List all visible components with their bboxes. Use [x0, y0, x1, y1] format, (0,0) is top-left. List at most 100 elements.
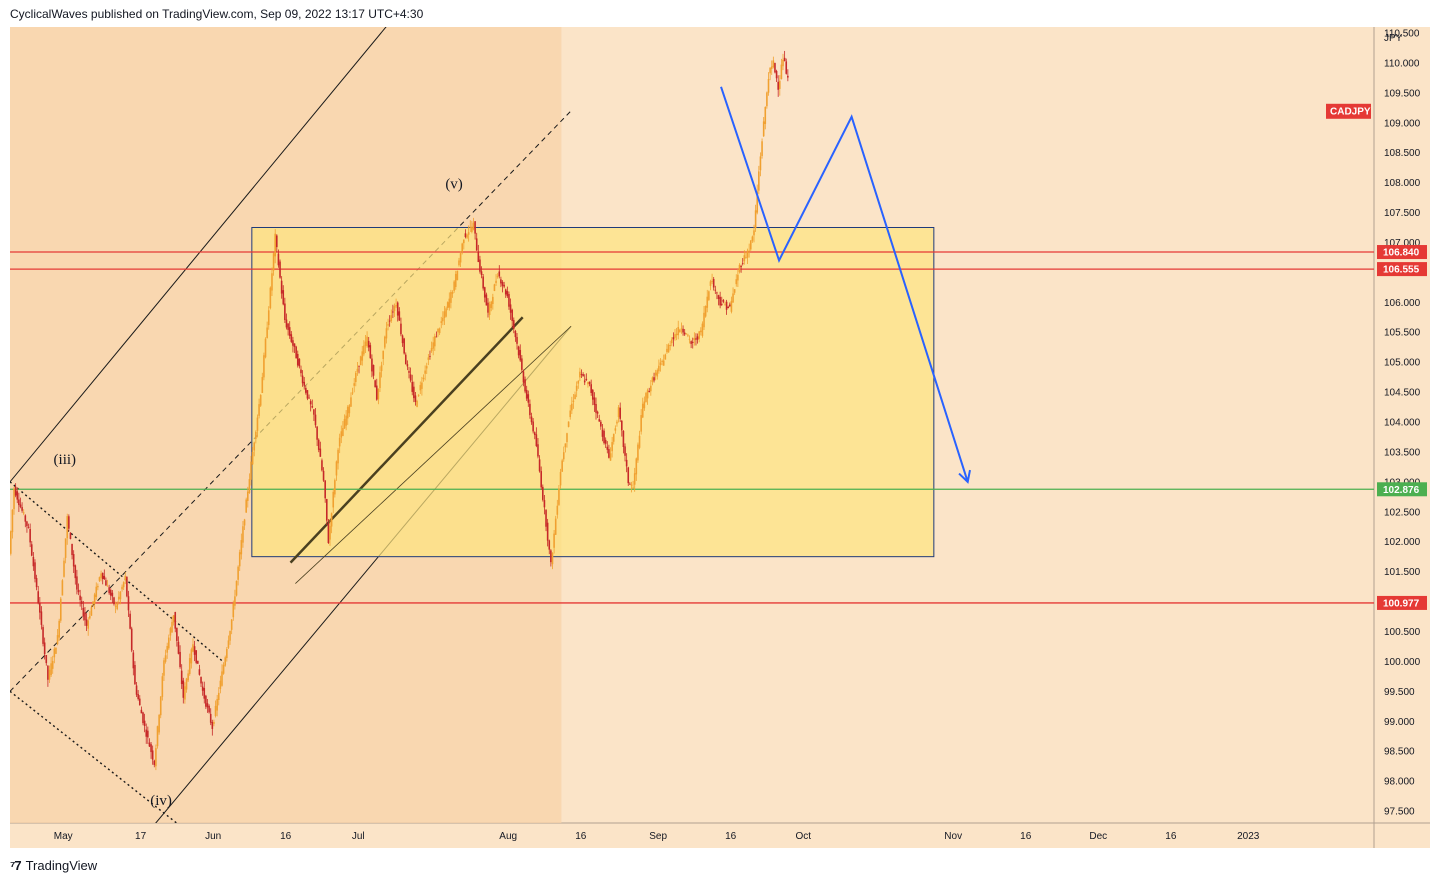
- candle-body-100: [171, 621, 173, 633]
- candle-body-232: [384, 336, 386, 348]
- candle-body-280: [461, 243, 464, 252]
- candle-body-67: [118, 596, 120, 600]
- symbol-tag[interactable]: [1326, 103, 1371, 119]
- footer-brand[interactable]: ⁷7 TradingView: [10, 858, 97, 873]
- candle-body-98: [167, 637, 170, 649]
- x-tick-11: 16: [1020, 831, 1032, 842]
- channel-upper-line[interactable]: [10, 0, 445, 483]
- candle-body-137: [230, 619, 233, 630]
- candle-body-343: [562, 452, 565, 460]
- x-tick-1: 17: [135, 831, 147, 842]
- candle-body-29: [56, 635, 59, 645]
- candle-body-394: [645, 393, 647, 402]
- candle-body-304: [500, 279, 502, 284]
- candle-body-215: [356, 368, 359, 372]
- candle-body-191: [317, 439, 320, 450]
- candle-body-453: [740, 265, 742, 268]
- candle-body-163: [272, 253, 275, 271]
- candle-body-351: [575, 385, 578, 391]
- candle-body-113: [192, 644, 194, 652]
- candle-body-284: [467, 232, 470, 235]
- candle-body-61: [108, 587, 110, 594]
- candle-body-276: [454, 273, 457, 287]
- candle-body-252: [416, 401, 418, 407]
- wave-label-0[interactable]: (iii): [54, 452, 77, 468]
- candle-body-195: [324, 480, 326, 499]
- candle-body-245: [404, 354, 407, 365]
- price-level-tag-0[interactable]: [1377, 245, 1427, 260]
- candle-body-176: [293, 343, 296, 347]
- candle-body-23: [47, 665, 49, 680]
- x-tick-4: Jul: [352, 831, 365, 842]
- candle-body-22: [45, 655, 48, 664]
- candle-body-66: [116, 603, 119, 610]
- down-channel-lower-dotted[interactable]: [10, 690, 184, 829]
- candle-body-434: [709, 281, 712, 286]
- candle-body-58: [103, 575, 106, 580]
- candle-body-355: [582, 374, 584, 377]
- candle-body-214: [355, 372, 357, 382]
- candle-body-293: [482, 276, 484, 289]
- candle-body-80: [138, 698, 141, 706]
- candle-body-322: [529, 403, 531, 416]
- candle-body-389: [637, 444, 639, 461]
- candle-body-178: [296, 353, 299, 366]
- candle-body-171: [285, 319, 288, 328]
- candle-body-425: [695, 338, 697, 340]
- price-level-tag-1[interactable]: [1377, 262, 1427, 277]
- candle-body-153: [256, 417, 259, 431]
- candle-body-380: [622, 430, 625, 448]
- candle-body-158: [264, 338, 267, 358]
- candle-body-55: [98, 577, 101, 581]
- y-tick-19: 107.000: [1384, 238, 1421, 249]
- candle-body-460: [751, 236, 754, 241]
- candle-body-396: [648, 391, 651, 392]
- wave-label-1[interactable]: (iv): [150, 793, 172, 809]
- candle-body-431: [704, 306, 707, 317]
- candle-body-260: [429, 356, 431, 357]
- candle-body-247: [408, 371, 410, 373]
- candle-body-366: [600, 421, 602, 427]
- parallel-trendline[interactable]: [295, 325, 572, 584]
- y-tick-12: 103.500: [1384, 447, 1421, 458]
- candle-body-26: [51, 660, 54, 669]
- price-level-tag-2[interactable]: [1377, 482, 1427, 497]
- candle-body-32: [61, 580, 64, 596]
- candle-body-409: [669, 345, 671, 346]
- candle-body-82: [142, 712, 144, 724]
- candle-body-282: [464, 233, 467, 238]
- price-level-tag-3[interactable]: [1377, 595, 1427, 610]
- candle-body-239: [395, 305, 397, 307]
- x-tick-7: Sep: [649, 831, 667, 842]
- candle-body-433: [708, 291, 710, 300]
- candle-body-296: [487, 302, 489, 313]
- candle-body-369: [604, 439, 607, 444]
- candle-body-93: [159, 696, 162, 716]
- candle-body-69: [121, 586, 123, 590]
- wave-label-2[interactable]: (v): [445, 177, 463, 193]
- candle-body-227: [375, 385, 378, 400]
- candle-body-267: [440, 321, 443, 323]
- candle-body-71: [124, 575, 127, 581]
- forecast-path[interactable]: [720, 86, 969, 483]
- candle-body-375: [614, 428, 617, 431]
- candle-body-95: [163, 660, 165, 676]
- candle-body-462: [754, 210, 757, 229]
- candle-body-277: [456, 270, 459, 281]
- support-trendline[interactable]: [289, 316, 524, 564]
- candle-body-327: [537, 444, 539, 457]
- candle-body-54: [97, 585, 99, 588]
- down-channel-upper-dotted[interactable]: [10, 481, 224, 662]
- candle-body-5: [18, 499, 20, 506]
- candle-body-140: [235, 580, 238, 596]
- price-level-tag-text-1: 106.555: [1383, 265, 1420, 276]
- candle-body-143: [240, 540, 243, 555]
- candle-body-185: [308, 397, 310, 399]
- candle-body-161: [269, 287, 272, 309]
- candle-body-470: [767, 79, 770, 93]
- candle-body-14: [32, 556, 35, 567]
- candle-body-108: [184, 686, 186, 700]
- candle-body-83: [143, 720, 146, 726]
- candle-body-269: [443, 311, 446, 318]
